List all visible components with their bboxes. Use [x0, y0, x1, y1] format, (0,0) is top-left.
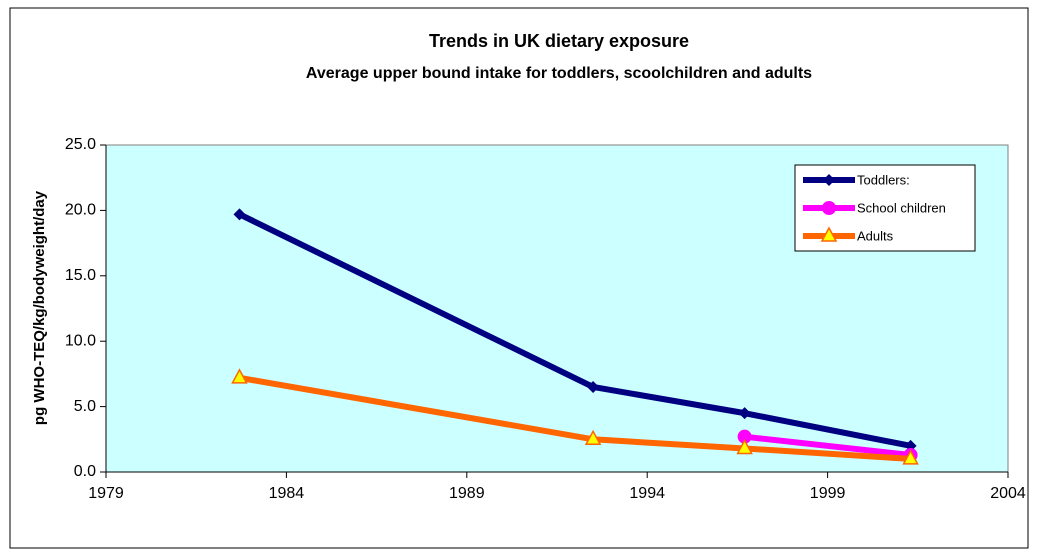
- legend-label: Adults: [857, 228, 894, 243]
- x-tick-label: 1989: [449, 485, 485, 502]
- marker: [233, 208, 246, 221]
- series-line: [238, 374, 911, 462]
- chart-subtitle: Average upper bound intake for toddlers,…: [306, 65, 812, 82]
- y-tick-label: 25.0: [65, 136, 96, 153]
- y-tick-label: 5.0: [74, 398, 96, 415]
- y-tick-label: 10.0: [65, 332, 96, 349]
- legend-marker: [823, 174, 835, 186]
- y-tick-label: 20.0: [65, 202, 96, 219]
- marker: [587, 380, 600, 393]
- legend-label: School children: [857, 200, 946, 215]
- y-tick-label: 0.0: [74, 463, 96, 480]
- legend-marker: [820, 226, 838, 242]
- legend-marker: [822, 201, 836, 215]
- marker: [737, 429, 752, 444]
- y-tick-label: 15.0: [65, 267, 96, 284]
- marker: [584, 429, 602, 446]
- x-tick-label: 1984: [269, 485, 305, 502]
- marker: [902, 449, 919, 465]
- y-axis-label: pg WHO-TEQ/kg/bodyweight/day: [31, 190, 48, 425]
- marker: [736, 438, 753, 455]
- chart-title: Trends in UK dietary exposure: [429, 31, 689, 51]
- series-line: [238, 211, 912, 449]
- x-tick-label: 1979: [88, 485, 124, 502]
- x-tick-label: 1994: [629, 485, 665, 502]
- series-line: [744, 433, 911, 458]
- marker: [738, 407, 751, 420]
- x-tick-label: 1999: [810, 485, 846, 502]
- x-tick-label: 2004: [990, 485, 1026, 502]
- legend-label: Toddlers:: [857, 172, 910, 187]
- marker: [231, 368, 248, 384]
